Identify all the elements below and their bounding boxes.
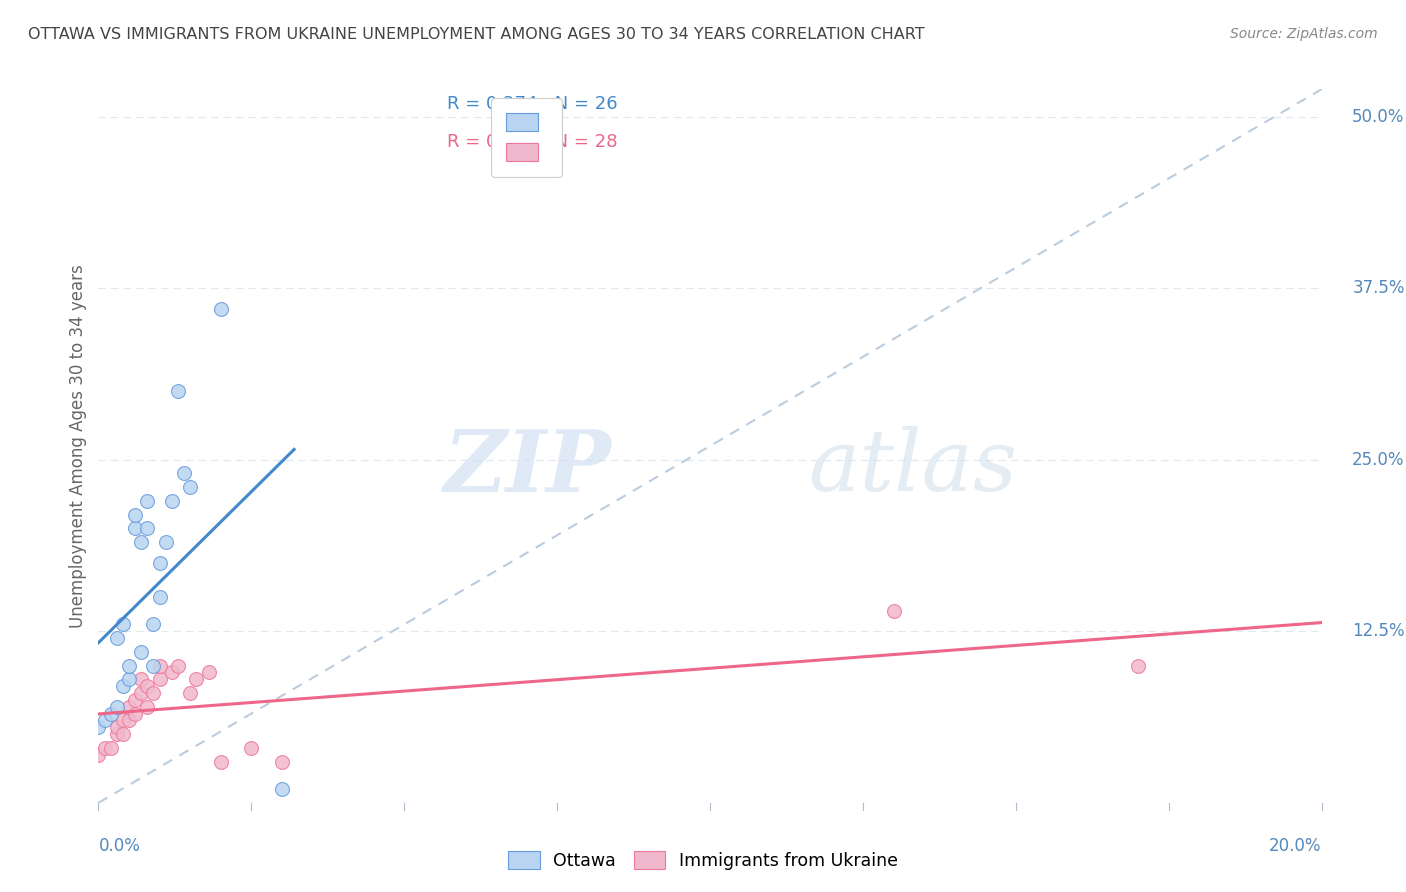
Point <box>173 467 195 481</box>
Text: atlas: atlas <box>808 426 1017 508</box>
Point <box>136 521 159 535</box>
Text: R = 0.319   N = 28: R = 0.319 N = 28 <box>447 134 617 152</box>
Point <box>118 658 141 673</box>
Y-axis label: Unemployment Among Ages 30 to 34 years: Unemployment Among Ages 30 to 34 years <box>69 264 87 628</box>
Text: 20.0%: 20.0% <box>1270 837 1322 855</box>
Point <box>93 714 115 728</box>
Point <box>179 686 201 700</box>
Point <box>149 658 172 673</box>
Point <box>270 782 292 797</box>
Point <box>105 727 128 741</box>
Point <box>111 679 134 693</box>
Point <box>87 747 110 762</box>
Point <box>100 706 122 721</box>
Point <box>883 604 905 618</box>
Point <box>160 494 183 508</box>
Text: OTTAWA VS IMMIGRANTS FROM UKRAINE UNEMPLOYMENT AMONG AGES 30 TO 34 YEARS CORRELA: OTTAWA VS IMMIGRANTS FROM UKRAINE UNEMPL… <box>28 27 925 42</box>
Point <box>111 727 134 741</box>
Point <box>167 384 190 398</box>
Point <box>209 755 232 769</box>
Point <box>124 521 146 535</box>
Point <box>118 699 141 714</box>
Point <box>149 590 172 604</box>
Point <box>186 673 208 687</box>
Text: 25.0%: 25.0% <box>1353 450 1405 468</box>
Legend: Ottawa, Immigrants from Ukraine: Ottawa, Immigrants from Ukraine <box>499 843 907 879</box>
Text: R = 0.374   N = 26: R = 0.374 N = 26 <box>447 95 617 113</box>
Point <box>129 686 152 700</box>
Text: ZIP: ZIP <box>444 425 612 509</box>
Point <box>87 720 110 734</box>
Text: 0.0%: 0.0% <box>98 837 141 855</box>
Point <box>136 699 159 714</box>
Point <box>129 535 152 549</box>
Point <box>105 699 128 714</box>
Point <box>136 679 159 693</box>
Point <box>124 693 146 707</box>
Point <box>136 494 159 508</box>
Point <box>118 714 141 728</box>
Point <box>155 535 177 549</box>
Text: 50.0%: 50.0% <box>1353 108 1405 126</box>
Point <box>149 673 172 687</box>
Text: Source: ZipAtlas.com: Source: ZipAtlas.com <box>1230 27 1378 41</box>
Point <box>100 740 122 755</box>
Text: 12.5%: 12.5% <box>1353 623 1405 640</box>
Point <box>167 658 190 673</box>
Point <box>111 617 134 632</box>
Point <box>197 665 219 680</box>
Point <box>124 508 146 522</box>
Point <box>93 740 115 755</box>
Point <box>118 673 141 687</box>
Point <box>105 631 128 645</box>
Text: 37.5%: 37.5% <box>1353 279 1405 297</box>
Point <box>149 556 172 570</box>
Point <box>142 617 165 632</box>
Point <box>129 673 152 687</box>
Point <box>129 645 152 659</box>
Point <box>209 301 232 316</box>
Point <box>1128 658 1150 673</box>
Point <box>111 714 134 728</box>
Point <box>240 740 263 755</box>
Point <box>142 658 165 673</box>
Point <box>124 706 146 721</box>
Point <box>105 720 128 734</box>
Point <box>179 480 201 494</box>
Point <box>270 755 292 769</box>
Point <box>160 665 183 680</box>
Legend: , : , <box>491 98 562 177</box>
Point <box>142 686 165 700</box>
